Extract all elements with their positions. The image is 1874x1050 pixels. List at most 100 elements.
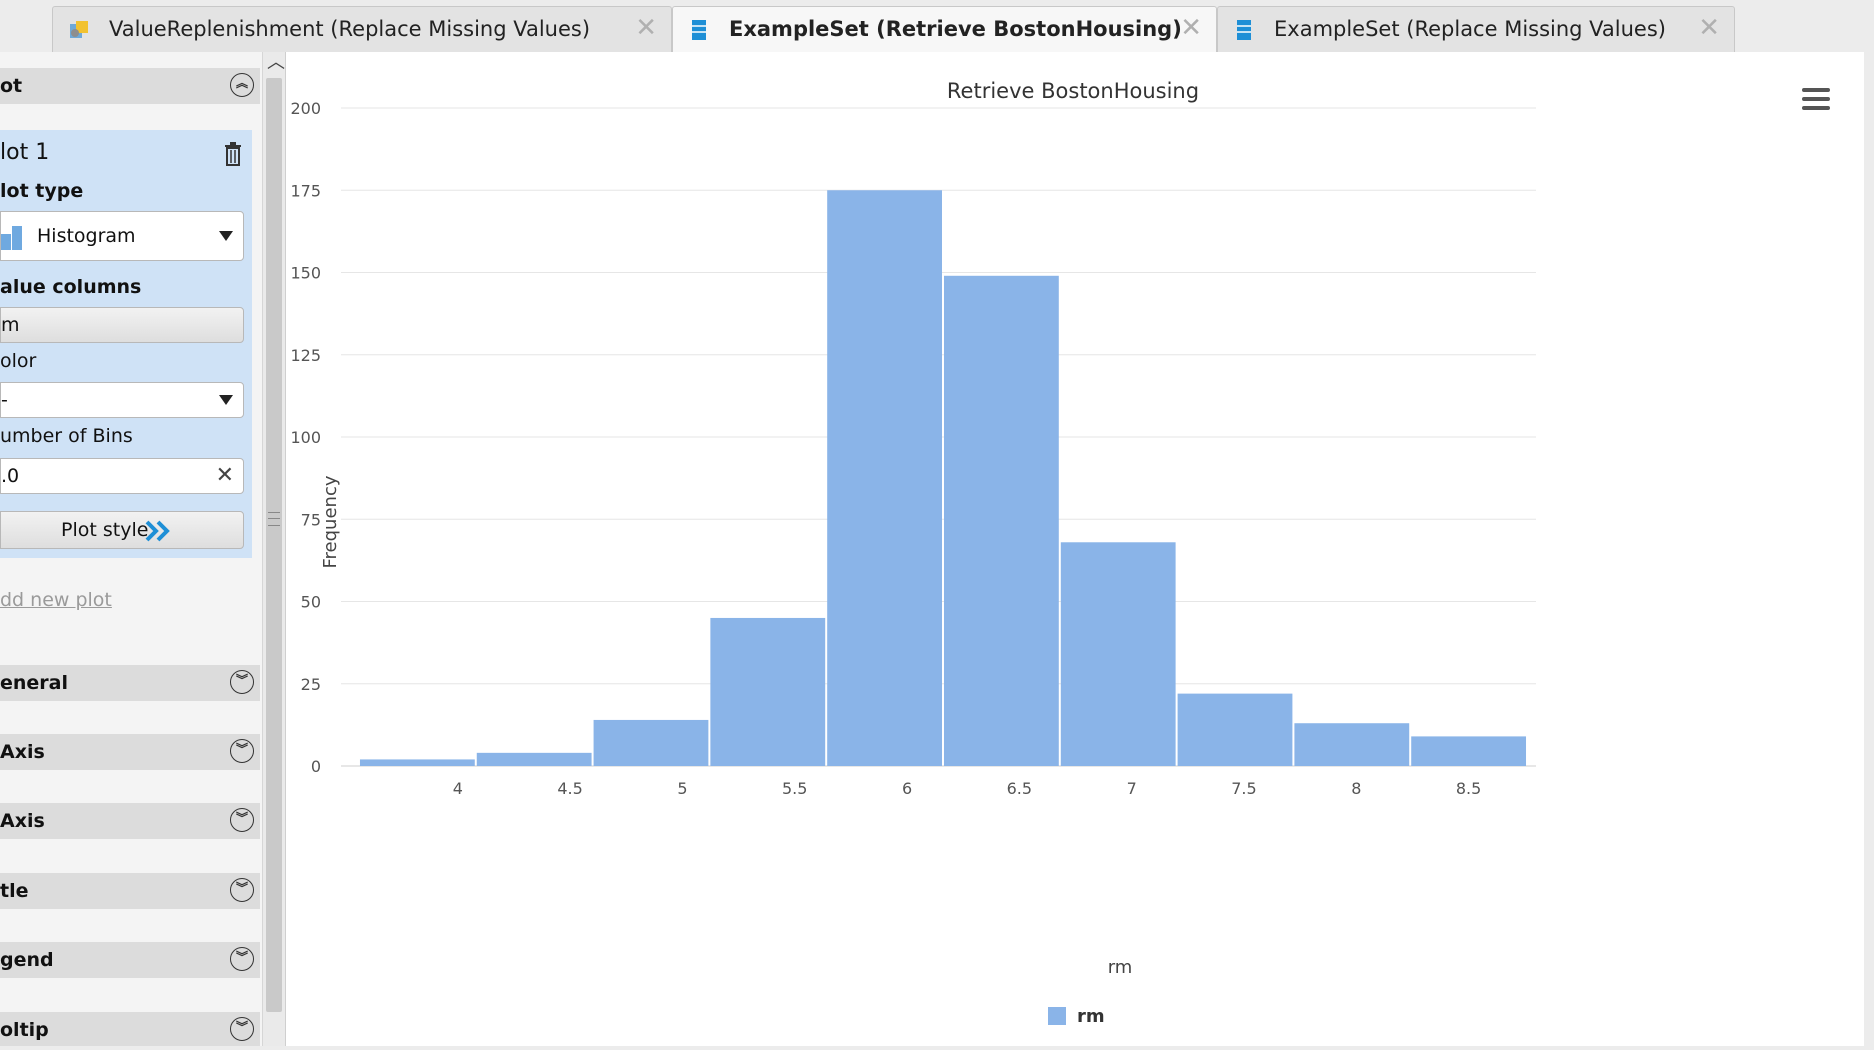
section-general[interactable]: eneral ︾ <box>0 665 260 701</box>
y-tick-label: 150 <box>290 264 321 283</box>
plot-style-button[interactable]: Plot style <box>0 511 244 549</box>
chevron-down-icon <box>219 231 233 241</box>
x-tick-label: 5 <box>677 779 687 798</box>
section-title[interactable]: tle ︾ <box>0 873 260 909</box>
chart-area: Retrieve BostonHousing 0 25 50 75 100 125 150 1… <box>285 52 1864 1046</box>
section-label: Axis <box>0 741 45 763</box>
histogram-bar[interactable] <box>710 617 826 766</box>
exampleset-icon <box>1237 20 1251 40</box>
trash-icon[interactable] <box>224 142 242 166</box>
x-tick-label: 8 <box>1351 779 1361 798</box>
chevron-up-icon[interactable]: ︽ <box>230 73 254 97</box>
hamburger-menu-icon[interactable] <box>1802 88 1830 110</box>
histogram-bar[interactable] <box>1177 693 1293 766</box>
section-label: ot <box>0 75 23 97</box>
x-tick-label: 8.5 <box>1456 779 1481 798</box>
y-tick-label: 125 <box>290 346 321 365</box>
exampleset-icon <box>692 20 706 40</box>
histogram-icon <box>1 226 22 250</box>
splitter-grip-icon[interactable] <box>268 512 280 526</box>
tab-label: ExampleSet (Replace Missing Values) <box>1274 17 1666 41</box>
y-tick-label: 50 <box>301 593 321 612</box>
x-tick-label: 7.5 <box>1231 779 1256 798</box>
histogram-bar[interactable] <box>593 719 709 766</box>
histogram-bar[interactable] <box>1060 542 1176 766</box>
tab-label: ExampleSet (Retrieve BostonHousing) <box>729 17 1182 41</box>
chevron-down-icon[interactable]: ︾ <box>230 1017 254 1041</box>
section-label: eneral <box>0 672 69 694</box>
x-tick-label: 7 <box>1127 779 1137 798</box>
histogram-bar[interactable] <box>359 759 475 766</box>
y-tick-label: 100 <box>290 428 321 447</box>
chevron-down-icon[interactable]: ︾ <box>230 670 254 694</box>
section-label: Axis <box>0 810 45 832</box>
legend-swatch <box>1048 1007 1066 1025</box>
panel-scrollbar[interactable]: ︿ <box>262 52 285 1046</box>
scrollbar-thumb[interactable] <box>266 78 282 1012</box>
y-axis-label: Frequency <box>320 475 341 568</box>
histogram-bar[interactable] <box>1294 723 1410 766</box>
histogram-bar[interactable] <box>1411 736 1527 766</box>
bins-label: umber of Bins <box>0 425 133 447</box>
section-label: tle <box>0 880 29 902</box>
y-tick-label: 0 <box>311 757 321 776</box>
color-select[interactable]: - <box>0 382 244 418</box>
plot-type-label: lot type <box>0 180 84 202</box>
x-tick-label: 4.5 <box>557 779 582 798</box>
bins-value: .0 <box>1 465 20 487</box>
chevron-down-icon[interactable]: ︾ <box>230 739 254 763</box>
y-tick-label: 75 <box>301 510 321 529</box>
section-x-axis[interactable]: Axis ︾ <box>0 734 260 770</box>
close-icon[interactable]: ✕ <box>1698 13 1720 43</box>
plot-type-select[interactable]: Histogram <box>0 211 244 261</box>
tab-exampleset-replace[interactable]: ExampleSet (Replace Missing Values) ✕ <box>1217 6 1735 52</box>
scroll-up-icon[interactable]: ︿ <box>267 52 285 73</box>
plot-1-box: lot 1 lot type Histogram alue columns m … <box>0 130 252 558</box>
chevron-down-icon <box>219 395 233 405</box>
section-label: oltip <box>0 1019 49 1041</box>
plot-type-value: Histogram <box>37 225 136 247</box>
color-value: - <box>1 389 8 411</box>
chevron-down-icon[interactable]: ︾ <box>230 947 254 971</box>
value-columns-field[interactable]: m <box>0 307 244 343</box>
x-tick-label: 5.5 <box>782 779 807 798</box>
y-tick-label: 200 <box>290 99 321 118</box>
tab-exampleset-retrieve[interactable]: ExampleSet (Retrieve BostonHousing) ✕ <box>672 6 1217 53</box>
y-tick-label: 175 <box>290 181 321 200</box>
process-icon <box>70 21 88 38</box>
close-icon[interactable]: ✕ <box>1180 13 1202 43</box>
y-tick-label: 25 <box>301 675 321 694</box>
chart-title: Retrieve BostonHousing <box>947 79 1199 103</box>
section-y-axis[interactable]: Axis ︾ <box>0 803 260 839</box>
x-tick-label: 6.5 <box>1007 779 1032 798</box>
close-icon[interactable]: ✕ <box>635 13 657 43</box>
color-label: olor <box>0 350 37 372</box>
chevron-down-icon[interactable]: ︾ <box>230 878 254 902</box>
bins-input[interactable]: .0 ✕ <box>0 458 244 494</box>
plot-style-label: Plot style <box>61 519 149 541</box>
x-axis-label: rm <box>1108 957 1133 978</box>
value-columns-label: alue columns <box>0 276 142 298</box>
x-tick-label: 4 <box>453 779 463 798</box>
value-columns-value: m <box>1 314 20 336</box>
section-label: gend <box>0 949 54 971</box>
section-legend[interactable]: gend ︾ <box>0 942 260 978</box>
section-tooltip[interactable]: oltip ︾ <box>0 1012 260 1046</box>
histogram-bar[interactable] <box>827 190 942 766</box>
tab-value-replenishment[interactable]: ValueReplenishment (Replace Missing Valu… <box>52 6 672 52</box>
add-new-plot-link[interactable]: dd new plot <box>0 589 112 611</box>
section-plot[interactable]: ot ︽ <box>0 68 260 104</box>
double-chevron-right-icon <box>145 520 170 542</box>
histogram-chart: Retrieve BostonHousing 02550751001251501… <box>290 79 1536 1027</box>
plot-name: lot 1 <box>0 140 50 165</box>
histogram-bar[interactable] <box>476 752 592 766</box>
clear-icon[interactable]: ✕ <box>215 463 234 488</box>
tab-label: ValueReplenishment (Replace Missing Valu… <box>109 17 591 41</box>
tab-bar: ValueReplenishment (Replace Missing Valu… <box>0 0 1874 53</box>
histogram-bar[interactable] <box>943 275 1059 766</box>
plot-config-panel: ot ︽ lot 1 lot type Histogram alue colum… <box>0 52 262 1046</box>
x-tick-label: 6 <box>902 779 912 798</box>
legend-label: rm <box>1077 1006 1105 1027</box>
chevron-down-icon[interactable]: ︾ <box>230 808 254 832</box>
legend[interactable]: rm <box>1048 1006 1105 1027</box>
